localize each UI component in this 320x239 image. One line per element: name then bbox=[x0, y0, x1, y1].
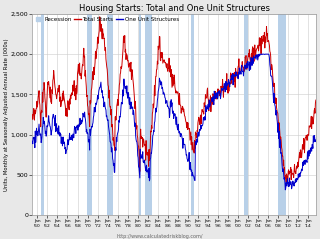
Text: http://www.calculatedriskblog.com/: http://www.calculatedriskblog.com/ bbox=[117, 234, 203, 239]
Bar bbox=[145, 14, 152, 215]
Bar bbox=[87, 14, 92, 215]
Bar bbox=[244, 14, 248, 215]
Title: Housing Starts: Total and One Unit Structures: Housing Starts: Total and One Unit Struc… bbox=[79, 4, 269, 13]
Bar bbox=[107, 14, 114, 215]
Legend: Recession, Total Starts, One Unit Structures: Recession, Total Starts, One Unit Struct… bbox=[35, 17, 179, 23]
Bar bbox=[191, 14, 194, 215]
Bar bbox=[139, 14, 140, 215]
Bar bbox=[41, 14, 44, 215]
Y-axis label: Units, Monthly at Seasonally Adjusted Annual Rate (000s): Units, Monthly at Seasonally Adjusted An… bbox=[4, 38, 9, 191]
Bar bbox=[278, 14, 286, 215]
